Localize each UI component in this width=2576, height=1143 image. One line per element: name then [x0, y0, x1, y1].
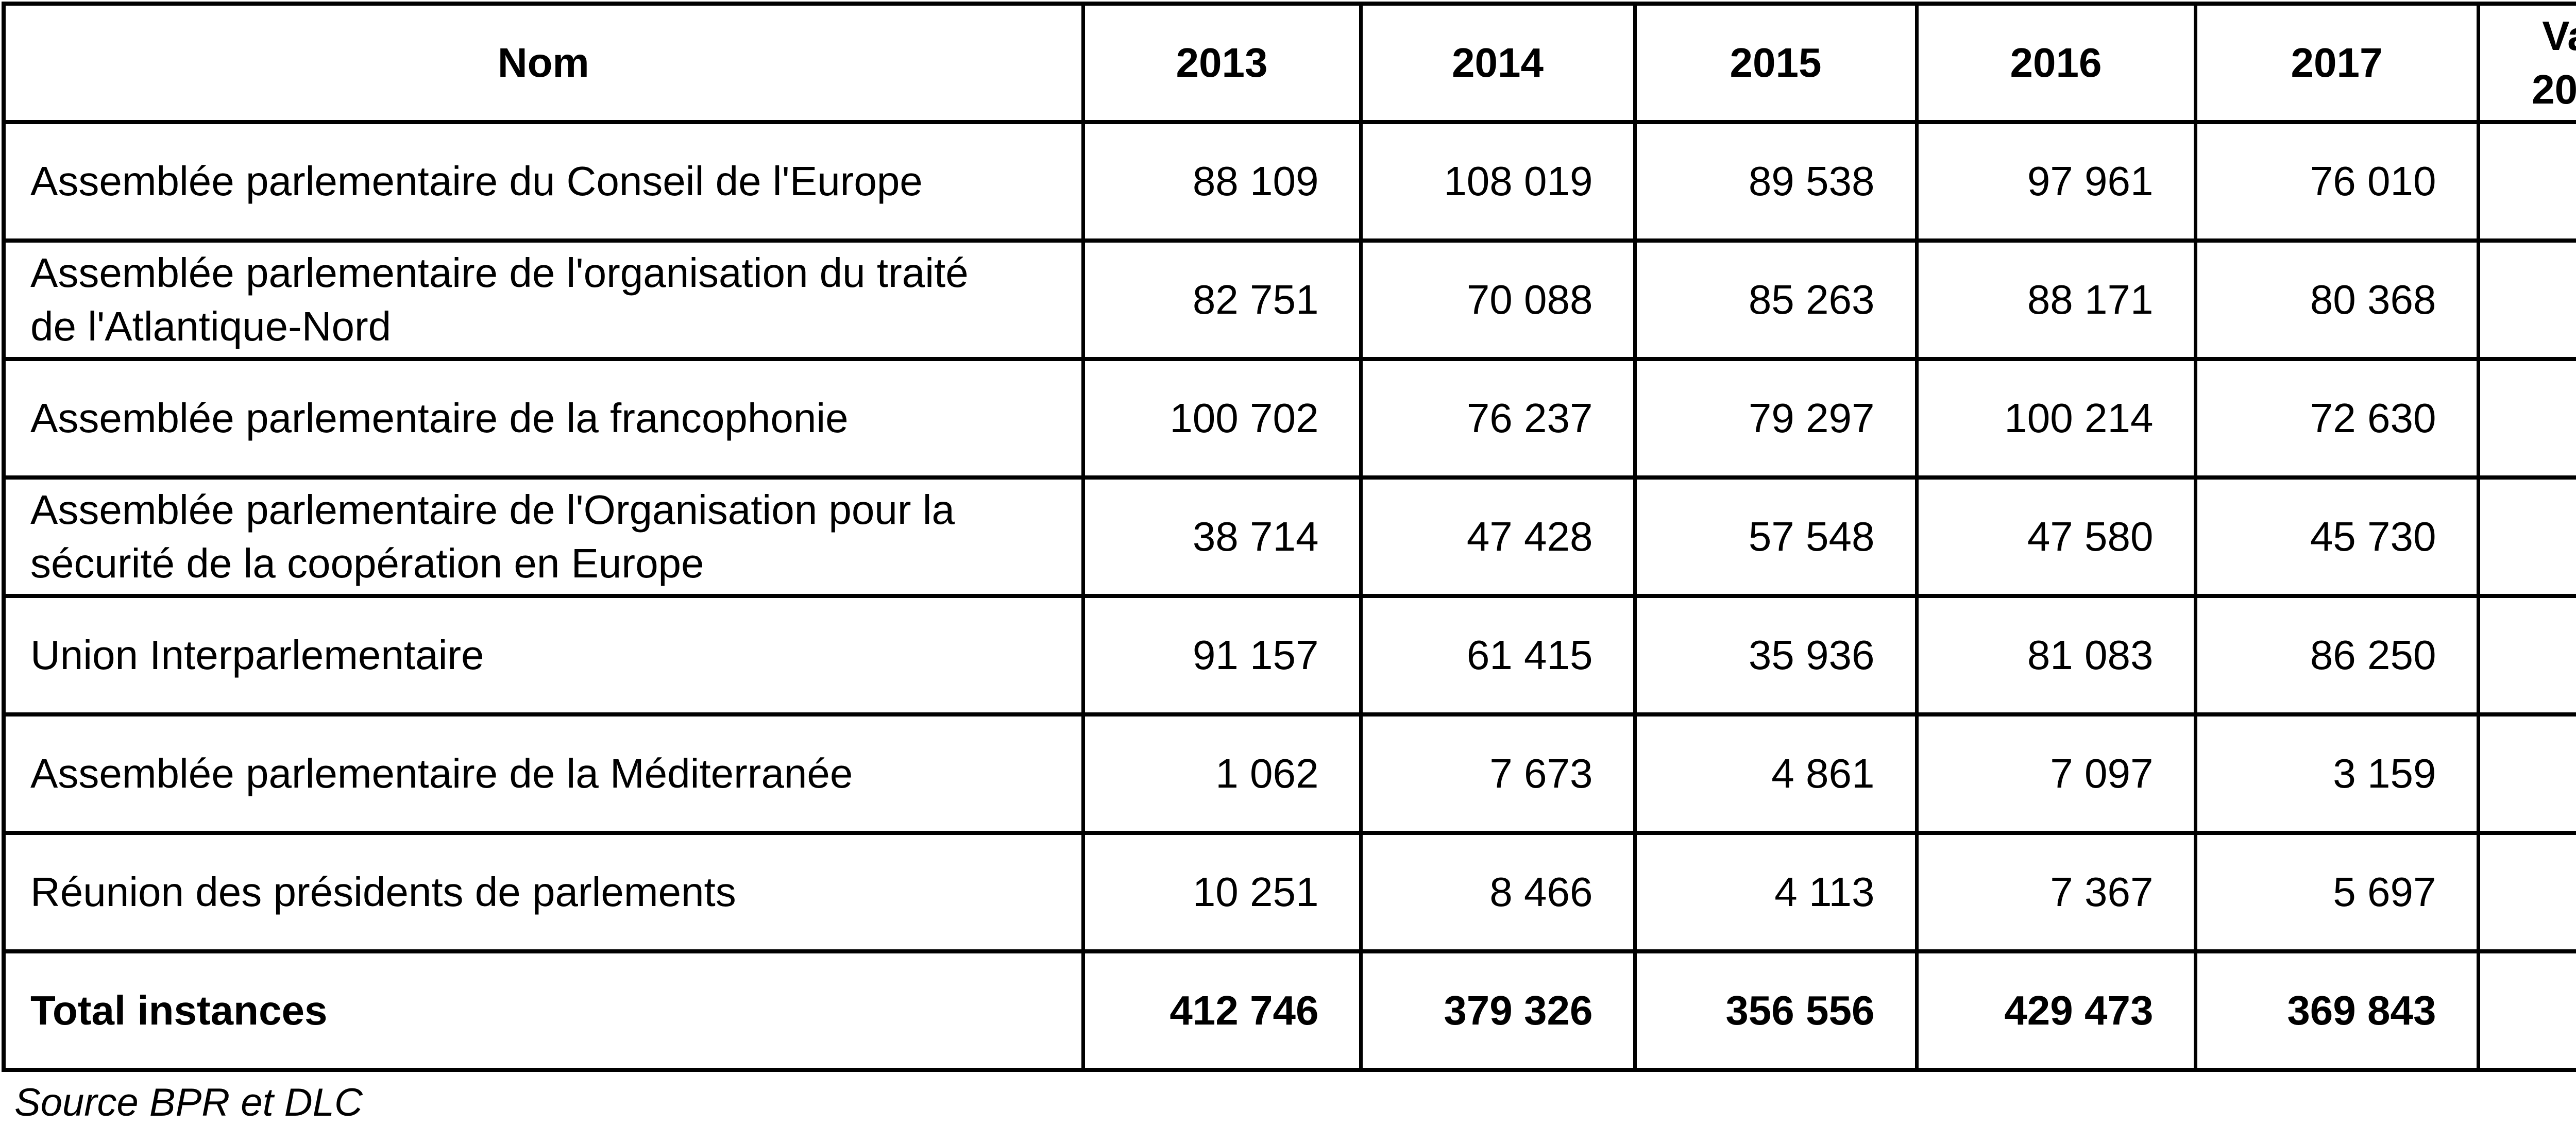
- variation-cell: -22,67%: [2476, 831, 2576, 953]
- value-cell: 100 702: [1081, 357, 1363, 480]
- total-value-cell: 379 326: [1359, 949, 1637, 1072]
- value-cell: 1 062: [1081, 712, 1363, 835]
- col-header-2016: 2016: [1914, 2, 2197, 124]
- col-header-nom: Nom: [2, 2, 1085, 124]
- value-cell: 45 730: [2193, 475, 2480, 598]
- value-cell: 3 159: [2193, 712, 2480, 835]
- table-row: Assemblée parlementaire de l'organisatio…: [2, 238, 2576, 361]
- value-cell: 8 466: [1359, 831, 1637, 953]
- value-cell: 76 010: [2193, 120, 2480, 243]
- value-cell: 88 109: [1081, 120, 1363, 243]
- variation-cell: -22,41%: [2476, 120, 2576, 243]
- row-name-cell: Assemblée parlementaire du Conseil de l'…: [2, 120, 1085, 243]
- value-cell: 82 751: [1081, 238, 1363, 361]
- value-cell: 7 673: [1359, 712, 1637, 835]
- value-cell: 7 097: [1914, 712, 2197, 835]
- value-cell: 38 714: [1081, 475, 1363, 598]
- value-cell: 97 961: [1914, 120, 2197, 243]
- value-cell: 76 237: [1359, 357, 1637, 480]
- row-name-cell: Assemblée parlementaire de l'Organisatio…: [2, 475, 1085, 598]
- value-cell: 89 538: [1633, 120, 1919, 243]
- col-header-2013: 2013: [1081, 2, 1363, 124]
- instances-table: Nom 2013 2014 2015 2016 2017 Variation 2…: [2, 2, 2576, 1072]
- table-row: Assemblée parlementaire de la Méditerran…: [2, 712, 2576, 835]
- total-variation-cell: -13,88%: [2476, 949, 2576, 1072]
- total-value-cell: 412 746: [1081, 949, 1363, 1072]
- row-name-cell: Assemblée parlementaire de la Méditerran…: [2, 712, 1085, 835]
- col-header-2014: 2014: [1359, 2, 1637, 124]
- value-cell: 86 250: [2193, 594, 2480, 716]
- row-name-cell: Union Interparlementaire: [2, 594, 1085, 716]
- value-cell: 35 936: [1633, 594, 1919, 716]
- value-cell: 79 297: [1633, 357, 1919, 480]
- col-header-2017: 2017: [2193, 2, 2480, 124]
- row-name-cell: Réunion des présidents de parlements: [2, 831, 1085, 953]
- value-cell: 88 171: [1914, 238, 2197, 361]
- col-header-variation: Variation 2017/2016: [2476, 2, 2576, 124]
- value-cell: 72 630: [2193, 357, 2480, 480]
- value-cell: 47 428: [1359, 475, 1637, 598]
- source-note: Source BPR et DLC: [14, 1081, 363, 1124]
- value-cell: 85 263: [1633, 238, 1919, 361]
- table-row: Assemblée parlementaire de la francophon…: [2, 357, 2576, 480]
- variation-cell: -8,85%: [2476, 238, 2576, 361]
- row-name-cell: Assemblée parlementaire de la francophon…: [2, 357, 1085, 480]
- value-cell: 70 088: [1359, 238, 1637, 361]
- value-cell: 4 861: [1633, 712, 1919, 835]
- value-cell: 47 580: [1914, 475, 2197, 598]
- total-label-cell: Total instances: [2, 949, 1085, 1072]
- variation-cell: 6,37%: [2476, 594, 2576, 716]
- table-row: Assemblée parlementaire de l'Organisatio…: [2, 475, 2576, 598]
- value-cell: 57 548: [1633, 475, 1919, 598]
- value-cell: 61 415: [1359, 594, 1637, 716]
- header-row: Nom 2013 2014 2015 2016 2017 Variation 2…: [2, 2, 2576, 124]
- value-cell: 5 697: [2193, 831, 2480, 953]
- value-cell: 4 113: [1633, 831, 1919, 953]
- value-cell: 81 083: [1914, 594, 2197, 716]
- value-cell: 7 367: [1914, 831, 2197, 953]
- variation-cell: -27,53%: [2476, 357, 2576, 480]
- total-value-cell: 429 473: [1914, 949, 2197, 1072]
- variation-cell: -3,89%: [2476, 475, 2576, 598]
- table-row: Assemblée parlementaire du Conseil de l'…: [2, 120, 2576, 243]
- value-cell: 108 019: [1359, 120, 1637, 243]
- table-row: Réunion des présidents de parlements 10 …: [2, 831, 2576, 953]
- col-header-2015: 2015: [1633, 2, 1919, 124]
- table-row: Union Interparlementaire 91 157 61 415 3…: [2, 594, 2576, 716]
- variation-cell: -55,49%: [2476, 712, 2576, 835]
- total-value-cell: 369 843: [2193, 949, 2480, 1072]
- total-value-cell: 356 556: [1633, 949, 1919, 1072]
- value-cell: 10 251: [1081, 831, 1363, 953]
- row-name-cell: Assemblée parlementaire de l'organisatio…: [2, 238, 1085, 361]
- value-cell: 91 157: [1081, 594, 1363, 716]
- value-cell: 100 214: [1914, 357, 2197, 480]
- value-cell: 80 368: [2193, 238, 2480, 361]
- total-row: Total instances 412 746 379 326 356 556 …: [2, 949, 2576, 1072]
